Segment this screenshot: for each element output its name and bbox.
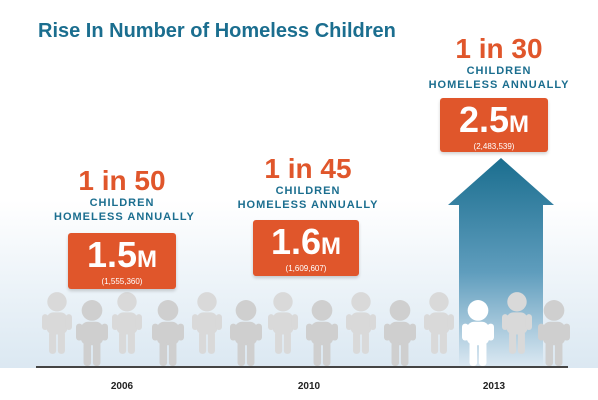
value-unit-2013: M — [509, 111, 530, 138]
child-figure-back-5 — [424, 292, 454, 354]
value-badge-2010: 1.6M (1,609,607) — [253, 220, 359, 276]
value-2010: 1.6 — [270, 221, 322, 262]
caption-children-2013: CHILDREN — [466, 65, 532, 77]
child-figure-front-2 — [230, 300, 262, 366]
value-badge-2006: 1.5M (1,555,360) — [68, 233, 176, 289]
chart-title: Rise In Number of Homeless Children — [38, 20, 396, 42]
child-figure-back-3 — [268, 292, 298, 354]
exact-value-2013: (2,483,539) — [473, 142, 515, 151]
rate-2013: 1 in 30 — [455, 33, 543, 64]
child-figure-front-4 — [384, 300, 416, 366]
stat-2013: 1 in 30 CHILDREN HOMELESS ANNUALLY — [426, 34, 572, 92]
exact-value-2010: (1,609,607) — [285, 264, 327, 273]
exact-value-2006: (1,555,360) — [101, 277, 143, 286]
stat-2006: 1 in 50 CHILDREN HOMELESS ANNUALLY — [54, 165, 195, 224]
caption-children-2010: CHILDREN — [275, 185, 341, 197]
caption-homeless-annually-2010: HOMELESS ANNUALLY — [237, 199, 379, 211]
value-2006: 1.5 — [86, 234, 138, 275]
child-figure-front-0 — [76, 300, 108, 366]
child-figure-back-1 — [112, 292, 142, 354]
caption-homeless-annually-2013: HOMELESS ANNUALLY — [428, 79, 570, 91]
rate-2010: 1 in 45 — [264, 153, 352, 184]
child-figure-back-4 — [346, 292, 376, 354]
value-badge-2013: 2.5M (2,483,539) — [440, 98, 548, 152]
stat-2010: 1 in 45 CHILDREN HOMELESS ANNUALLY — [236, 154, 380, 212]
caption-homeless-annually-2006: HOMELESS ANNUALLY — [54, 211, 195, 223]
caption-children-2006: CHILDREN — [89, 197, 155, 209]
x-tick-label-2010: 2010 — [297, 381, 321, 392]
value-unit-2010: M — [321, 233, 342, 260]
x-axis-line — [36, 366, 568, 368]
x-tick-label-2006: 2006 — [110, 381, 134, 392]
child-figure-front-1 — [152, 300, 184, 366]
value-unit-2006: M — [137, 246, 158, 273]
x-tick-label-2013: 2013 — [482, 381, 506, 392]
rate-2006: 1 in 50 — [78, 165, 166, 196]
value-2013: 2.5 — [458, 99, 510, 140]
child-figure-back-0 — [42, 292, 72, 354]
child-figure-front-3 — [306, 300, 338, 366]
child-figure-back-2 — [192, 292, 222, 354]
